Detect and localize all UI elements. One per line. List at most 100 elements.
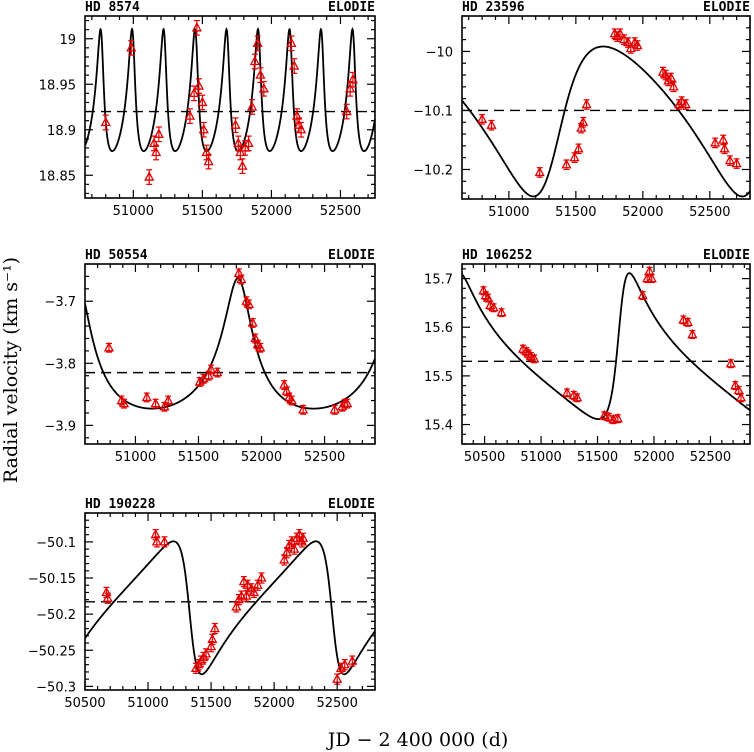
data-point (243, 298, 254, 310)
panel-star-name: HD 106252 (462, 248, 532, 263)
data-point (231, 601, 242, 613)
data-point (342, 397, 353, 409)
panel-instrument: ELODIE (328, 0, 375, 15)
data-point (347, 71, 358, 88)
data-point (212, 366, 223, 378)
data-point (668, 80, 679, 93)
panel-star-name: HD 23596 (462, 0, 525, 15)
y-tick-label: −3.7 (44, 295, 76, 310)
y-tick-label: 18.9 (47, 124, 76, 139)
data-point (329, 403, 340, 415)
x-tick-label: 51500 (182, 204, 223, 219)
data-point (250, 332, 261, 344)
data-point (141, 391, 152, 403)
data-point (252, 579, 263, 591)
data-point (612, 412, 623, 424)
data-point (247, 317, 258, 328)
data-point (294, 528, 305, 541)
x-tick-label: 51000 (113, 204, 154, 219)
data-point (191, 19, 202, 36)
rv-panel: HD 8574 ELODIE 51000 51500 52000 52500 18.85 18… (39, 0, 376, 219)
data-point (637, 289, 648, 301)
y-tick-label: −10 (426, 45, 453, 60)
data-point (296, 121, 307, 138)
data-point (298, 403, 309, 415)
y-tick-label: −10.1 (413, 104, 453, 119)
panel-grid: HD 8574 ELODIE 51000 51500 52000 52500 18.85 18… (28, 0, 751, 711)
data-point (150, 528, 161, 541)
plot-frame (461, 263, 751, 445)
rv-panel: HD 23596 ELODIE 51000 51500 52000 52500 −10.2 −… (413, 0, 751, 220)
data-point (247, 99, 258, 115)
x-tick-label: 51000 (488, 205, 529, 220)
data-point (151, 144, 162, 161)
data-point (189, 85, 200, 102)
data-point (103, 341, 115, 353)
x-tick-label: 51000 (127, 696, 168, 711)
data-point (578, 116, 589, 128)
y-tick-label: 15.6 (424, 321, 453, 336)
data-point (719, 142, 730, 155)
data-point (572, 391, 583, 403)
data-point (488, 301, 499, 313)
panel-star-name: HD 190228 (85, 497, 156, 512)
data-point (289, 58, 300, 74)
x-tick-label: 52000 (633, 450, 674, 465)
data-point (279, 379, 290, 390)
data-point (236, 273, 247, 285)
orbit-model-curve (462, 45, 750, 198)
data-point (286, 394, 297, 406)
data-point (100, 114, 111, 131)
x-tick-label: 51500 (190, 696, 231, 711)
y-tick-label: −3.8 (44, 357, 76, 372)
x-tick-label: 52500 (304, 450, 345, 465)
data-point (529, 352, 540, 364)
y-tick-label: −50.25 (28, 644, 76, 659)
data-point (203, 153, 214, 170)
y-tick-label: 19 (59, 33, 76, 48)
x-axis-label: JD − 2 400 000 (d) (326, 729, 509, 751)
data-point (153, 126, 164, 143)
data-point (573, 142, 584, 155)
data-point (102, 592, 113, 604)
rv-panel: HD 190228 ELODIE 50500 51000 51500 52000 52500… (28, 497, 376, 711)
panel-instrument: ELODIE (703, 0, 750, 15)
data-point (735, 391, 747, 403)
data-point (286, 35, 297, 52)
data-point (150, 397, 161, 409)
data-point (241, 590, 252, 602)
data-point (258, 80, 269, 97)
y-tick-label: −50.15 (28, 572, 76, 587)
panel-instrument: ELODIE (703, 248, 750, 263)
rv-panel: HD 50554 ELODIE 51000 51500 52000 52500 −3.9 −3… (44, 248, 376, 465)
y-tick-label: 18.95 (39, 78, 76, 93)
data-point (725, 357, 736, 369)
x-tick-label: 52500 (690, 450, 731, 465)
data-point (209, 622, 220, 635)
data-point (632, 39, 643, 51)
data-point (646, 272, 657, 284)
data-point (193, 78, 205, 94)
data-point (569, 151, 580, 163)
panel-instrument: ELODIE (328, 248, 375, 263)
data-point (724, 154, 735, 166)
x-tick-label: 51500 (577, 450, 618, 465)
data-point (249, 53, 260, 70)
data-point (207, 633, 218, 646)
data-point (660, 69, 671, 81)
data-point (680, 98, 691, 110)
x-tick-label: 52500 (320, 204, 361, 219)
data-point (730, 379, 741, 391)
data-point (184, 108, 196, 124)
data-point (151, 536, 162, 548)
rv-panel: HD 106252 ELODIE 50500 51000 51500 52000 52500… (424, 248, 751, 465)
x-tick-label: 51500 (555, 205, 596, 220)
y-tick-label: −50.2 (36, 608, 76, 623)
data-point (678, 314, 689, 325)
y-tick-label: 18.85 (39, 169, 76, 184)
data-point (496, 306, 507, 318)
y-tick-label: −50.3 (36, 680, 76, 695)
data-point (230, 117, 241, 134)
data-point (687, 328, 698, 340)
